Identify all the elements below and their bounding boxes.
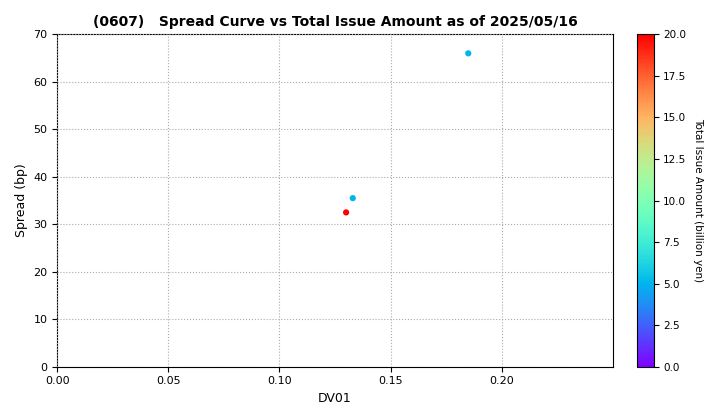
Title: (0607)   Spread Curve vs Total Issue Amount as of 2025/05/16: (0607) Spread Curve vs Total Issue Amoun… [93,15,577,29]
Y-axis label: Spread (bp): Spread (bp) [15,164,28,237]
Point [341,209,352,216]
Point [462,50,474,57]
X-axis label: DV01: DV01 [318,392,352,405]
Y-axis label: Total Issue Amount (billion yen): Total Issue Amount (billion yen) [693,118,703,283]
Point [347,195,359,202]
